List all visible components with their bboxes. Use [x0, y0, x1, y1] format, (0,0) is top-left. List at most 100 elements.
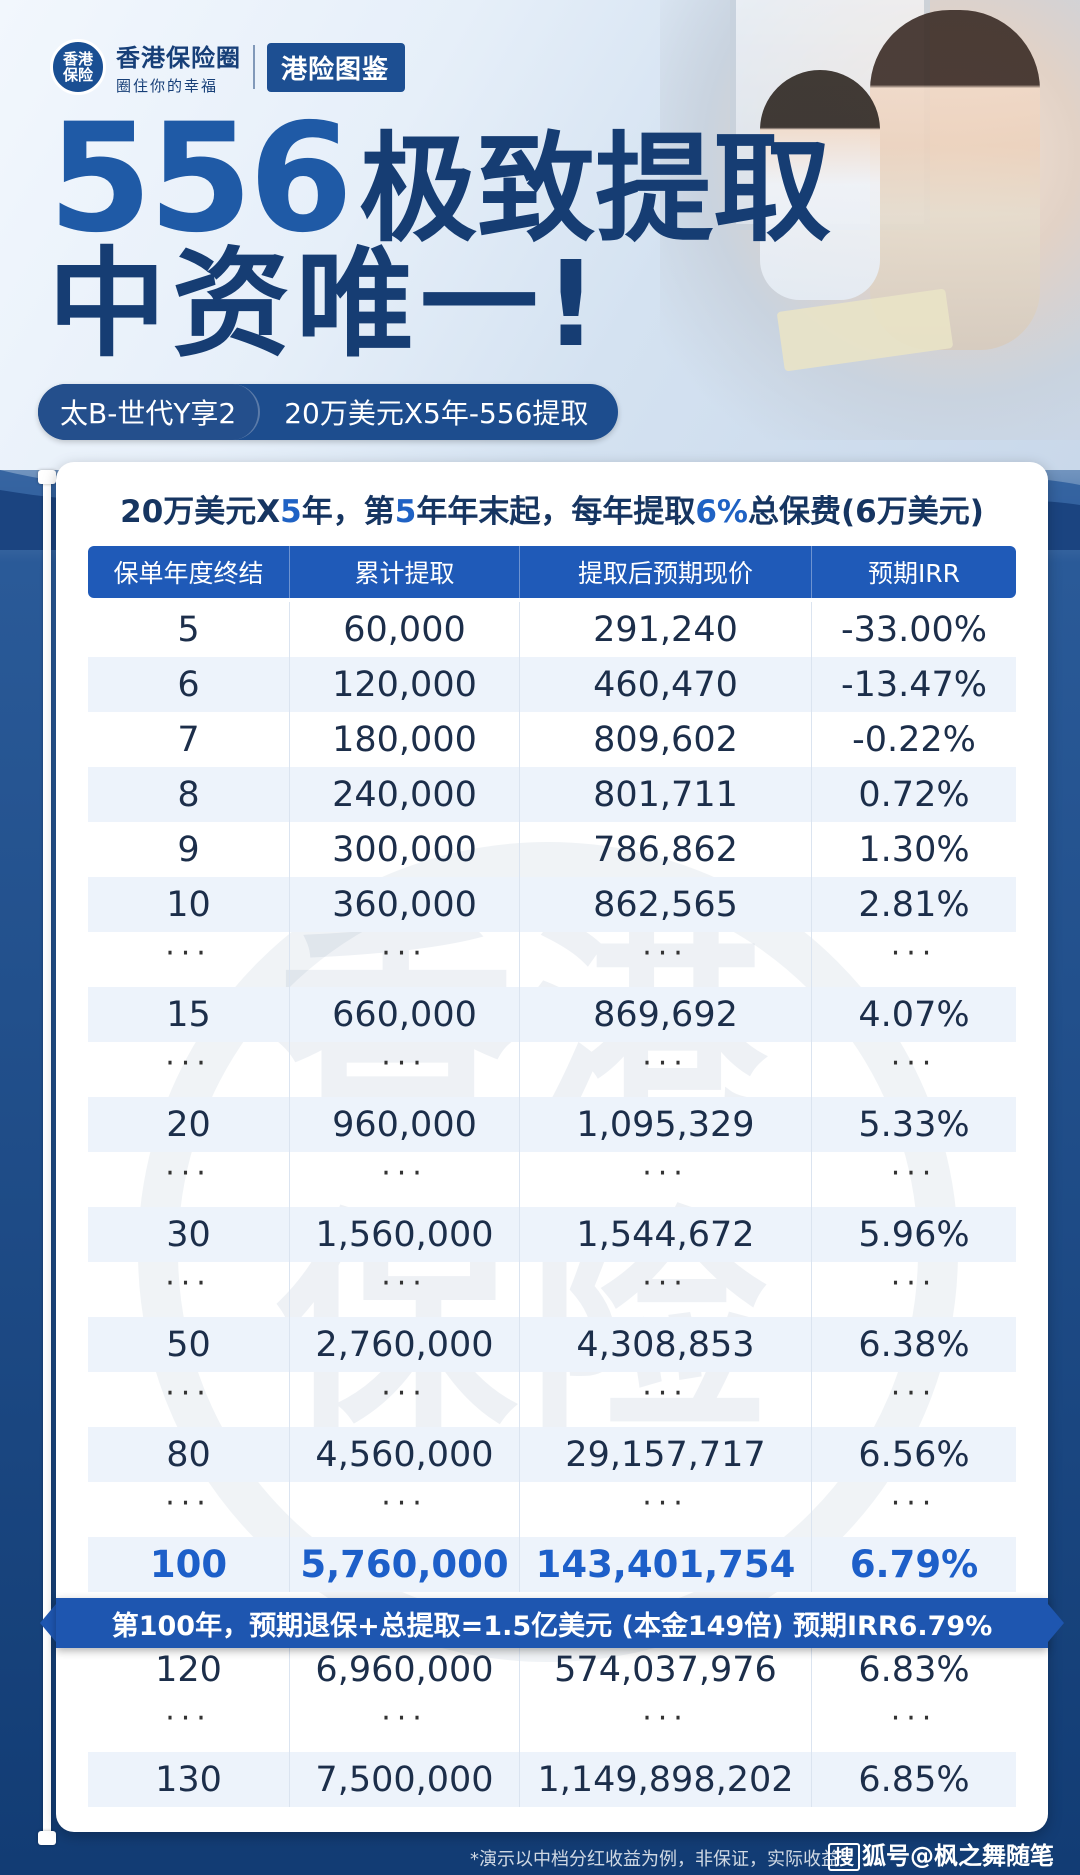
cell-year: 130: [88, 1752, 290, 1807]
ellipsis: ···: [890, 1376, 938, 1411]
cell-value: 1,544,672: [520, 1207, 812, 1262]
ellipsis: ···: [520, 1372, 812, 1427]
cell-year: 50: [88, 1317, 290, 1372]
cell-irr: -13.47%: [840, 664, 988, 705]
brand-slogan: 圈住你的幸福: [116, 77, 219, 95]
ellipsis: ···: [290, 1697, 520, 1752]
ellipsis: ···: [290, 1262, 520, 1317]
disclaimer-note: *演示以中档分红收益为例，非保证，实际收益: [470, 1849, 839, 1870]
cell-irr: 1.30%: [858, 829, 970, 870]
ellipsis: ···: [520, 932, 812, 987]
title-line-1-text: 极致提取: [359, 120, 832, 258]
cell-value: 786,862: [520, 822, 812, 877]
ellipsis: ···: [88, 1482, 290, 1537]
ellipsis: ···: [520, 1482, 812, 1537]
cell-irr: 0.72%: [858, 774, 970, 815]
cell-irr: 6.38%: [858, 1324, 970, 1365]
table-row: 10 360,000 862,565 2.81%: [88, 877, 1016, 932]
cell-value: 809,602: [520, 712, 812, 767]
table-row: 7 180,000 809,602 -0.22%: [88, 712, 1016, 767]
plan-description: 20万美元X5年-556提取: [284, 397, 589, 430]
cell-withdrawn: 7,500,000: [290, 1752, 520, 1807]
cell-year: 9: [88, 822, 290, 877]
summary-ribbon: 第100年，预期退保+总提取=1.5亿美元 (本金149倍) 预期IRR6.79…: [56, 1598, 1048, 1648]
table-row: 30 1,560,000 1,544,672 5.96%: [88, 1207, 1016, 1262]
cell-value: 574,037,976: [520, 1642, 812, 1697]
table-row: 130 7,500,000 1,149,898,202 6.85%: [88, 1752, 1016, 1807]
brand-text: 香港保险圈 圈住你的幸福: [116, 38, 241, 96]
cell-withdrawn: 240,000: [290, 767, 520, 822]
guide-badge: 港险图鉴: [267, 42, 406, 92]
cell-withdrawn: 300,000: [290, 822, 520, 877]
cell-year: 20: [88, 1097, 290, 1152]
ellipsis: ···: [88, 1372, 290, 1427]
table-row: 80 4,560,000 29,157,717 6.56%: [88, 1427, 1016, 1482]
cell-value: 143,401,754: [520, 1537, 812, 1592]
ellipsis: ···: [890, 1701, 938, 1736]
source-text: 狐号@枫之舞随笔: [862, 1842, 1054, 1870]
cell-year: 80: [88, 1427, 290, 1482]
ellipsis-row: ··· ··· ··· ···: [88, 932, 1016, 987]
cell-value: 291,240: [520, 602, 812, 657]
cell-year: 7: [88, 712, 290, 767]
table-body: 5 60,000 291,240 -33.00% 6 120,000 460,4…: [88, 602, 1016, 1807]
table-row: 8 240,000 801,711 0.72%: [88, 767, 1016, 822]
cell-withdrawn: 5,760,000: [290, 1537, 520, 1592]
cell-withdrawn: 960,000: [290, 1097, 520, 1152]
title-number: 556: [48, 92, 353, 266]
cell-value: 862,565: [520, 877, 812, 932]
cell-year: 8: [88, 767, 290, 822]
ellipsis: ···: [520, 1152, 812, 1207]
ellipsis: ···: [290, 1482, 520, 1537]
brand-logo-icon: 香港 保险: [50, 39, 106, 95]
ellipsis: ···: [520, 1697, 812, 1752]
ellipsis-row: ··· ··· ··· ···: [88, 1262, 1016, 1317]
ellipsis: ···: [290, 1042, 520, 1097]
cell-withdrawn: 1,560,000: [290, 1207, 520, 1262]
ellipsis-row: ··· ··· ··· ···: [88, 1152, 1016, 1207]
ellipsis: ···: [890, 1266, 938, 1301]
cell-year: 30: [88, 1207, 290, 1262]
ellipsis: ···: [890, 1156, 938, 1191]
cell-irr: 5.33%: [858, 1104, 970, 1145]
cell-irr: 6.83%: [858, 1649, 970, 1690]
cell-withdrawn: 660,000: [290, 987, 520, 1042]
table-row: 6 120,000 460,470 -13.47%: [88, 657, 1016, 712]
photo-book: [776, 288, 954, 372]
cell-year: 5: [88, 602, 290, 657]
ellipsis-row: ··· ··· ··· ···: [88, 1482, 1016, 1537]
cell-value: 1,095,329: [520, 1097, 812, 1152]
column-header-cash-value: 提取后预期现价: [520, 546, 812, 598]
cell-year: 15: [88, 987, 290, 1042]
title-line-2: 中资唯一!: [48, 235, 604, 373]
table-row: 5 60,000 291,240 -33.00%: [88, 602, 1016, 657]
cell-value: 29,157,717: [520, 1427, 812, 1482]
table-headline: 20万美元X5年，第5年年末起，每年提取6%总保费(6万美元): [120, 494, 984, 530]
ellipsis: ···: [290, 932, 520, 987]
ellipsis: ···: [520, 1042, 812, 1097]
cell-withdrawn: 360,000: [290, 877, 520, 932]
cell-irr: -33.00%: [840, 609, 988, 650]
family-photo: [660, 0, 1080, 440]
cell-value: 460,470: [520, 657, 812, 712]
cell-irr: 6.79%: [849, 1543, 979, 1586]
ellipsis-row: ··· ··· ··· ···: [88, 1042, 1016, 1097]
ribbon-tip-right: [1048, 1604, 1064, 1642]
cell-withdrawn: 6,960,000: [290, 1642, 520, 1697]
cell-value: 801,711: [520, 767, 812, 822]
ellipsis-row: ··· ··· ··· ···: [88, 1697, 1016, 1752]
table-row-highlight: 100 5,760,000 143,401,754 6.79%: [88, 1537, 1016, 1592]
brand-separator: [253, 45, 255, 89]
ellipsis: ···: [88, 1262, 290, 1317]
hero-background: [0, 0, 1080, 470]
ellipsis: ···: [890, 1046, 938, 1081]
table-header: 保单年度终结 累计提取 提取后预期现价 预期IRR: [88, 546, 1016, 598]
cell-year: 100: [88, 1537, 290, 1592]
cell-irr: 5.96%: [858, 1214, 970, 1255]
scroll-rod-decoration: [38, 470, 56, 1845]
table-row: 120 6,960,000 574,037,976 6.83%: [88, 1642, 1016, 1697]
cell-withdrawn: 2,760,000: [290, 1317, 520, 1372]
cell-value: 1,149,898,202: [520, 1752, 812, 1807]
ellipsis: ···: [890, 936, 938, 971]
